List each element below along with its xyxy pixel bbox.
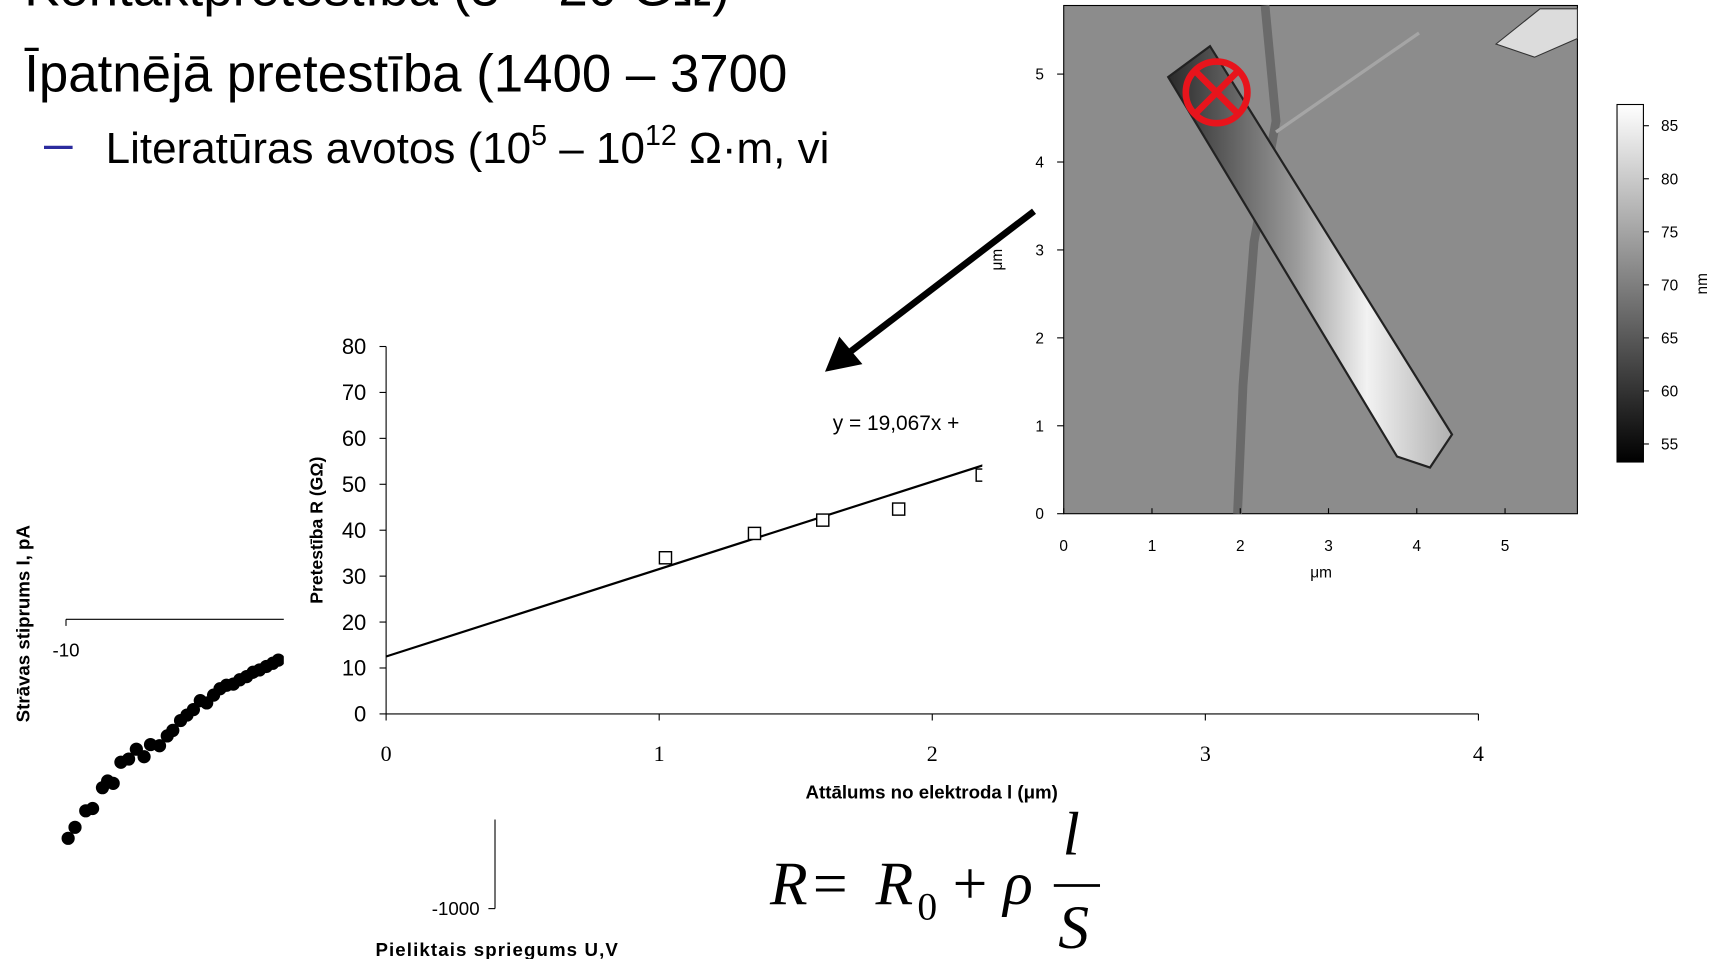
afm-rod <box>1166 44 1454 469</box>
x-tick-label: 0 <box>381 741 392 766</box>
formula-part: = <box>813 850 848 918</box>
colorbar <box>1616 103 1644 463</box>
data-point <box>85 801 100 816</box>
y-tick-label: 60 <box>342 426 366 451</box>
data-point <box>271 653 285 667</box>
x-tick-label: 4 <box>1473 741 1484 766</box>
sub-bullet: Literatūras avotos (105 – 1012 Ω·m, vi <box>106 120 830 173</box>
formula-part: R <box>769 850 808 918</box>
x-tick-label: 3 <box>1200 741 1211 766</box>
y-tick-label: 0 <box>354 702 366 727</box>
data-point <box>891 502 906 516</box>
x-tick-label: -10 <box>52 640 79 661</box>
formula: R = R 0 + ρlS <box>769 801 1101 959</box>
y-tick-label: 0 <box>1035 506 1044 523</box>
y-tick-label: 3 <box>1035 242 1044 259</box>
y-tick-label: 10 <box>342 656 366 681</box>
data-point <box>122 752 136 766</box>
x-axis-label: μm <box>1310 565 1332 582</box>
x-tick-label: 2 <box>927 741 938 766</box>
arrow <box>845 208 1037 357</box>
y-tick-label: 80 <box>342 334 366 359</box>
slide-line: Īpatnējā pretestība (1400 – 3700 <box>24 44 787 103</box>
superscript: 12 <box>645 120 677 152</box>
formula-part: + <box>953 850 988 918</box>
data-point <box>186 702 201 717</box>
x-tick-label: 0 <box>1059 538 1068 555</box>
y-tick-label: 2 <box>1035 330 1044 347</box>
colorbar-tick-label: 75 <box>1661 224 1678 241</box>
y-tick-label: 70 <box>342 380 366 405</box>
colorbar-tick-label: 65 <box>1661 330 1678 347</box>
colorbar-tick-label: 55 <box>1661 436 1678 453</box>
colorbar-tick-label: 70 <box>1661 277 1678 294</box>
afm-step <box>1233 5 1281 514</box>
formula-part: l <box>1063 801 1080 869</box>
data-point <box>747 526 762 541</box>
formula-part: R <box>875 850 914 918</box>
x-tick-label: 3 <box>1324 538 1333 555</box>
y-tick-label: 20 <box>342 610 366 635</box>
y-tick-label: 1 <box>1035 418 1044 435</box>
text-run: Literatūras avotos (10 <box>106 124 532 173</box>
colorbar-tick-label: 85 <box>1661 118 1678 135</box>
y-tick-label: 4 <box>1035 155 1044 172</box>
arrow-head <box>825 336 863 372</box>
y-axis-label: Strāvas stiprums I, pA <box>13 525 34 722</box>
afm-particle <box>1494 8 1578 58</box>
contact-marker-cross <box>1192 68 1241 117</box>
formula-part: 0 <box>917 885 937 929</box>
data-point <box>166 723 180 738</box>
colorbar-tick-label: 80 <box>1661 171 1678 188</box>
y-tick-label: 5 <box>1035 67 1044 84</box>
y-axis-label: μm <box>989 249 1006 271</box>
slide-line: Kontaktpretestība (3 – 20 GΩ) <box>24 0 730 18</box>
formula-part: ρ <box>1001 850 1033 918</box>
data-point <box>106 776 120 790</box>
y-tick-label: 50 <box>342 472 366 497</box>
formula-part: S <box>1058 894 1089 959</box>
x-tick-label: 4 <box>1412 538 1421 555</box>
colorbar-tick-label: 60 <box>1661 383 1678 400</box>
text-run: Ω·m, vi <box>677 124 830 173</box>
data-point <box>152 739 167 753</box>
data-point <box>815 513 830 527</box>
trendline <box>385 463 988 658</box>
x-axis-label: Pieliktais spriegums U,V <box>375 939 618 959</box>
y-axis-label: Pretestība R (GΩ) <box>306 457 326 604</box>
data-point <box>137 750 151 764</box>
data-point <box>658 551 673 565</box>
y-tick-label: -1000 <box>432 898 480 919</box>
data-point <box>68 820 82 834</box>
data-point <box>61 831 75 845</box>
contact-marker <box>1182 58 1251 127</box>
y-tick-label: 30 <box>342 564 366 589</box>
x-tick-label: 5 <box>1501 538 1510 555</box>
text-run: – 10 <box>547 124 645 173</box>
trendline-label: y = 19,067x + <box>833 412 960 435</box>
x-tick-label: 1 <box>1148 538 1157 555</box>
y-tick-label: 40 <box>342 518 366 543</box>
x-axis-label: Attālums no elektroda l (μm) <box>806 782 1058 803</box>
x-tick-label: 1 <box>654 741 665 766</box>
afm-step <box>1275 31 1420 134</box>
colorbar-label: nm <box>1694 273 1711 294</box>
superscript: 5 <box>531 120 547 152</box>
x-tick-label: 2 <box>1236 538 1245 555</box>
